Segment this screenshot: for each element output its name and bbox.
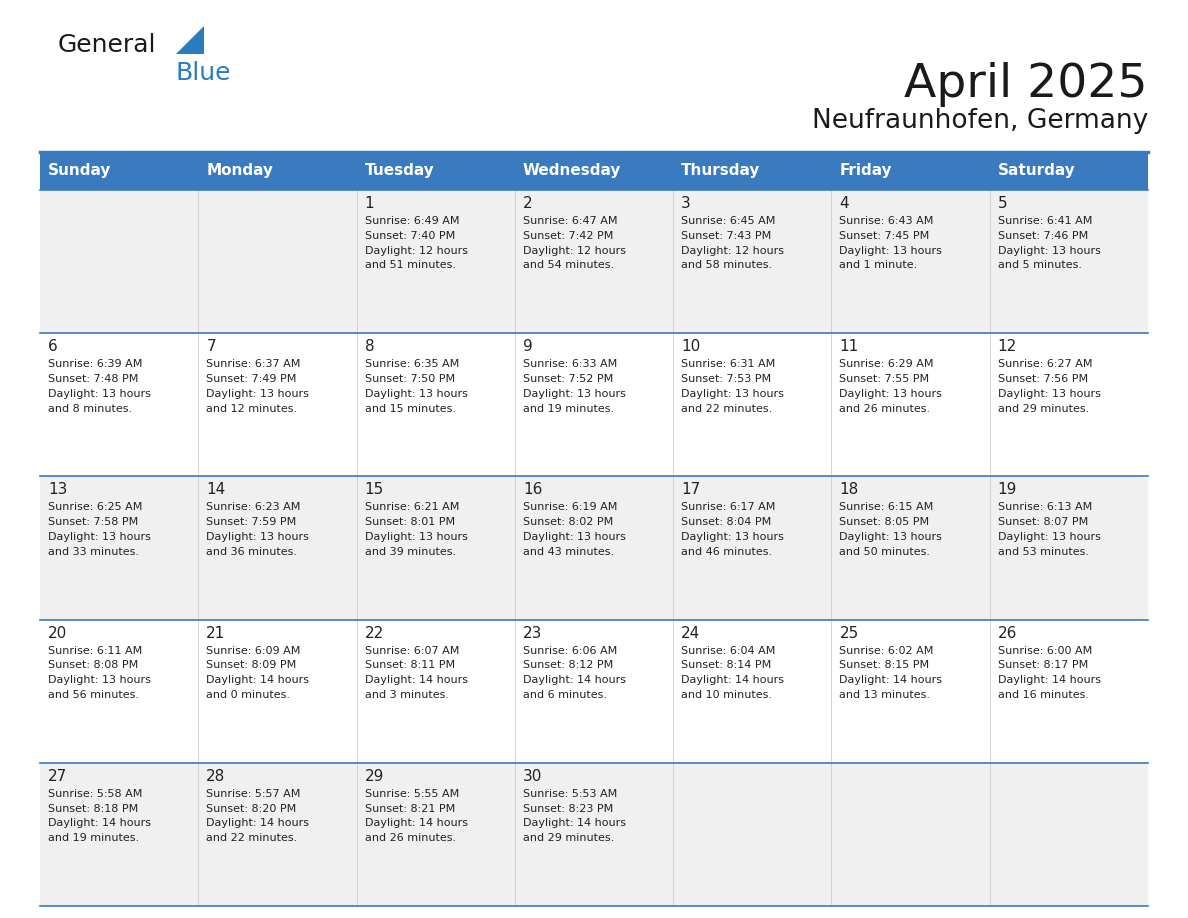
Text: Sunday: Sunday <box>48 163 112 178</box>
Text: Thursday: Thursday <box>681 163 760 178</box>
Text: 17: 17 <box>681 482 701 498</box>
Text: Sunrise: 6:15 AM
Sunset: 8:05 PM
Daylight: 13 hours
and 50 minutes.: Sunrise: 6:15 AM Sunset: 8:05 PM Dayligh… <box>840 502 942 557</box>
Text: Sunrise: 6:23 AM
Sunset: 7:59 PM
Daylight: 13 hours
and 36 minutes.: Sunrise: 6:23 AM Sunset: 7:59 PM Dayligh… <box>207 502 309 557</box>
Text: 30: 30 <box>523 768 542 784</box>
Text: 28: 28 <box>207 768 226 784</box>
Text: 11: 11 <box>840 339 859 354</box>
Bar <box>40 152 1148 190</box>
Bar <box>40 190 1148 333</box>
Text: 23: 23 <box>523 625 542 641</box>
Text: Sunrise: 5:53 AM
Sunset: 8:23 PM
Daylight: 14 hours
and 29 minutes.: Sunrise: 5:53 AM Sunset: 8:23 PM Dayligh… <box>523 789 626 844</box>
Text: Wednesday: Wednesday <box>523 163 621 178</box>
Text: Sunrise: 6:27 AM
Sunset: 7:56 PM
Daylight: 13 hours
and 29 minutes.: Sunrise: 6:27 AM Sunset: 7:56 PM Dayligh… <box>998 359 1100 414</box>
Text: 3: 3 <box>681 196 691 211</box>
Text: 21: 21 <box>207 625 226 641</box>
Bar <box>40 620 1148 763</box>
Text: Sunrise: 6:09 AM
Sunset: 8:09 PM
Daylight: 14 hours
and 0 minutes.: Sunrise: 6:09 AM Sunset: 8:09 PM Dayligh… <box>207 645 309 700</box>
Text: Sunrise: 6:49 AM
Sunset: 7:40 PM
Daylight: 12 hours
and 51 minutes.: Sunrise: 6:49 AM Sunset: 7:40 PM Dayligh… <box>365 216 468 271</box>
Text: Sunrise: 6:43 AM
Sunset: 7:45 PM
Daylight: 13 hours
and 1 minute.: Sunrise: 6:43 AM Sunset: 7:45 PM Dayligh… <box>840 216 942 271</box>
Text: 6: 6 <box>48 339 58 354</box>
Text: Sunrise: 6:25 AM
Sunset: 7:58 PM
Daylight: 13 hours
and 33 minutes.: Sunrise: 6:25 AM Sunset: 7:58 PM Dayligh… <box>48 502 151 557</box>
Text: Sunrise: 6:39 AM
Sunset: 7:48 PM
Daylight: 13 hours
and 8 minutes.: Sunrise: 6:39 AM Sunset: 7:48 PM Dayligh… <box>48 359 151 414</box>
Text: Sunrise: 6:06 AM
Sunset: 8:12 PM
Daylight: 14 hours
and 6 minutes.: Sunrise: 6:06 AM Sunset: 8:12 PM Dayligh… <box>523 645 626 700</box>
Text: 18: 18 <box>840 482 859 498</box>
Text: 19: 19 <box>998 482 1017 498</box>
Text: 27: 27 <box>48 768 68 784</box>
Text: Blue: Blue <box>176 61 232 85</box>
Text: Sunrise: 6:41 AM
Sunset: 7:46 PM
Daylight: 13 hours
and 5 minutes.: Sunrise: 6:41 AM Sunset: 7:46 PM Dayligh… <box>998 216 1100 271</box>
Text: 22: 22 <box>365 625 384 641</box>
Text: General: General <box>58 33 157 57</box>
Text: Sunrise: 6:21 AM
Sunset: 8:01 PM
Daylight: 13 hours
and 39 minutes.: Sunrise: 6:21 AM Sunset: 8:01 PM Dayligh… <box>365 502 467 557</box>
Text: Sunrise: 6:29 AM
Sunset: 7:55 PM
Daylight: 13 hours
and 26 minutes.: Sunrise: 6:29 AM Sunset: 7:55 PM Dayligh… <box>840 359 942 414</box>
Text: 26: 26 <box>998 625 1017 641</box>
Bar <box>40 763 1148 906</box>
Text: Sunrise: 5:58 AM
Sunset: 8:18 PM
Daylight: 14 hours
and 19 minutes.: Sunrise: 5:58 AM Sunset: 8:18 PM Dayligh… <box>48 789 151 844</box>
Text: Sunrise: 6:31 AM
Sunset: 7:53 PM
Daylight: 13 hours
and 22 minutes.: Sunrise: 6:31 AM Sunset: 7:53 PM Dayligh… <box>681 359 784 414</box>
Text: Sunrise: 6:13 AM
Sunset: 8:07 PM
Daylight: 13 hours
and 53 minutes.: Sunrise: 6:13 AM Sunset: 8:07 PM Dayligh… <box>998 502 1100 557</box>
Text: Sunrise: 6:35 AM
Sunset: 7:50 PM
Daylight: 13 hours
and 15 minutes.: Sunrise: 6:35 AM Sunset: 7:50 PM Dayligh… <box>365 359 467 414</box>
Text: Sunrise: 6:07 AM
Sunset: 8:11 PM
Daylight: 14 hours
and 3 minutes.: Sunrise: 6:07 AM Sunset: 8:11 PM Dayligh… <box>365 645 468 700</box>
Text: Sunrise: 6:47 AM
Sunset: 7:42 PM
Daylight: 12 hours
and 54 minutes.: Sunrise: 6:47 AM Sunset: 7:42 PM Dayligh… <box>523 216 626 271</box>
Text: Sunrise: 6:04 AM
Sunset: 8:14 PM
Daylight: 14 hours
and 10 minutes.: Sunrise: 6:04 AM Sunset: 8:14 PM Dayligh… <box>681 645 784 700</box>
Text: 2: 2 <box>523 196 532 211</box>
Text: 7: 7 <box>207 339 216 354</box>
Polygon shape <box>176 26 204 54</box>
Text: Sunrise: 6:00 AM
Sunset: 8:17 PM
Daylight: 14 hours
and 16 minutes.: Sunrise: 6:00 AM Sunset: 8:17 PM Dayligh… <box>998 645 1101 700</box>
Bar <box>40 333 1148 476</box>
Text: Sunrise: 6:02 AM
Sunset: 8:15 PM
Daylight: 14 hours
and 13 minutes.: Sunrise: 6:02 AM Sunset: 8:15 PM Dayligh… <box>840 645 942 700</box>
Text: Saturday: Saturday <box>998 163 1075 178</box>
Text: Monday: Monday <box>207 163 273 178</box>
Text: Friday: Friday <box>840 163 892 178</box>
Text: 5: 5 <box>998 196 1007 211</box>
Text: Sunrise: 6:11 AM
Sunset: 8:08 PM
Daylight: 13 hours
and 56 minutes.: Sunrise: 6:11 AM Sunset: 8:08 PM Dayligh… <box>48 645 151 700</box>
Text: 12: 12 <box>998 339 1017 354</box>
Text: 14: 14 <box>207 482 226 498</box>
Text: 9: 9 <box>523 339 532 354</box>
Text: April 2025: April 2025 <box>904 62 1148 107</box>
Text: Sunrise: 6:19 AM
Sunset: 8:02 PM
Daylight: 13 hours
and 43 minutes.: Sunrise: 6:19 AM Sunset: 8:02 PM Dayligh… <box>523 502 626 557</box>
Text: Sunrise: 6:45 AM
Sunset: 7:43 PM
Daylight: 12 hours
and 58 minutes.: Sunrise: 6:45 AM Sunset: 7:43 PM Dayligh… <box>681 216 784 271</box>
Text: Sunrise: 5:57 AM
Sunset: 8:20 PM
Daylight: 14 hours
and 22 minutes.: Sunrise: 5:57 AM Sunset: 8:20 PM Dayligh… <box>207 789 309 844</box>
Text: Sunrise: 6:17 AM
Sunset: 8:04 PM
Daylight: 13 hours
and 46 minutes.: Sunrise: 6:17 AM Sunset: 8:04 PM Dayligh… <box>681 502 784 557</box>
Text: Sunrise: 6:33 AM
Sunset: 7:52 PM
Daylight: 13 hours
and 19 minutes.: Sunrise: 6:33 AM Sunset: 7:52 PM Dayligh… <box>523 359 626 414</box>
Text: 4: 4 <box>840 196 849 211</box>
Text: 15: 15 <box>365 482 384 498</box>
Text: Sunrise: 5:55 AM
Sunset: 8:21 PM
Daylight: 14 hours
and 26 minutes.: Sunrise: 5:55 AM Sunset: 8:21 PM Dayligh… <box>365 789 468 844</box>
Text: 16: 16 <box>523 482 542 498</box>
Text: Neufraunhofen, Germany: Neufraunhofen, Germany <box>811 108 1148 134</box>
Text: 10: 10 <box>681 339 701 354</box>
Text: 13: 13 <box>48 482 68 498</box>
Text: 1: 1 <box>365 196 374 211</box>
Text: Tuesday: Tuesday <box>365 163 435 178</box>
Text: 25: 25 <box>840 625 859 641</box>
Text: 29: 29 <box>365 768 384 784</box>
Text: 20: 20 <box>48 625 68 641</box>
Bar <box>40 476 1148 620</box>
Text: Sunrise: 6:37 AM
Sunset: 7:49 PM
Daylight: 13 hours
and 12 minutes.: Sunrise: 6:37 AM Sunset: 7:49 PM Dayligh… <box>207 359 309 414</box>
Text: 8: 8 <box>365 339 374 354</box>
Text: 24: 24 <box>681 625 701 641</box>
